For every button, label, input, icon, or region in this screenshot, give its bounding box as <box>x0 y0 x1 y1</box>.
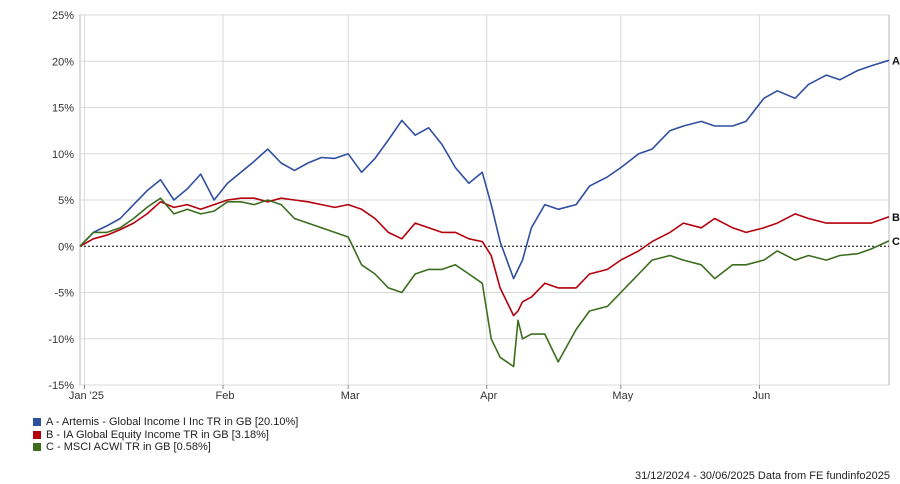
legend-label-c: C - MSCI ACWI TR in GB [0.58%] <box>46 441 211 453</box>
x-tick-label: May <box>612 390 633 402</box>
y-tick-label: 0% <box>58 241 74 253</box>
legend-item-c: C - MSCI ACWI TR in GB [0.58%] <box>33 441 298 454</box>
series-line-b <box>79 197 890 317</box>
footer-source-text: 31/12/2024 - 30/06/2025 Data from FE fun… <box>634 470 890 482</box>
x-axis-labels: Jan '25 Feb Mar Apr May Jun <box>69 390 770 402</box>
legend-item-a: A - Artemis - Global Income I Inc TR in … <box>33 416 298 429</box>
y-tick-label: 5% <box>58 195 74 207</box>
y-tick-label: -15% <box>48 380 74 392</box>
series-end-labels: A BC <box>892 55 900 248</box>
x-tick-label: Mar <box>341 390 360 402</box>
x-tick-label: Feb <box>216 390 235 402</box>
legend-label-a: A - Artemis - Global Income I Inc TR in … <box>46 416 299 428</box>
series-line-a <box>79 59 890 280</box>
series-end-label-c: C <box>892 236 900 248</box>
series-end-label-a: A <box>892 55 900 67</box>
x-tick-label: Jan '25 <box>69 390 104 402</box>
legend-label-b: B - IA Global Equity Income TR in GB [3.… <box>46 428 269 441</box>
legend-swatch-c <box>33 443 41 452</box>
x-tick-label: Apr <box>480 390 497 402</box>
series-end-label-b: B <box>892 212 900 224</box>
y-tick-label: -10% <box>48 334 74 346</box>
y-axis-labels: -15% -10% -5% 0% 5% 10% 15% 20% 25% <box>48 10 74 392</box>
y-tick-label: 25% <box>52 10 74 22</box>
series-lines <box>79 59 890 368</box>
y-tick-label: 15% <box>52 103 74 115</box>
x-tick-label: Jun <box>753 390 771 402</box>
line-chart: -15% -10% -5% 0% 5% 10% 15% 20% 25% Jan '25 Feb Ma… <box>48 10 900 402</box>
y-tick-label: 20% <box>52 56 74 68</box>
grid-lines <box>79 14 890 389</box>
series-line-c <box>79 197 890 368</box>
legend-swatch-a <box>33 418 41 427</box>
y-tick-label: -5% <box>54 288 74 300</box>
legend-item-b: B - IA Global Equity Income TR in GB [3.… <box>33 429 298 442</box>
y-tick-label: 10% <box>52 149 74 161</box>
legend: A - Artemis - Global Income I Inc TR in … <box>33 416 298 454</box>
legend-swatch-b <box>33 430 41 439</box>
